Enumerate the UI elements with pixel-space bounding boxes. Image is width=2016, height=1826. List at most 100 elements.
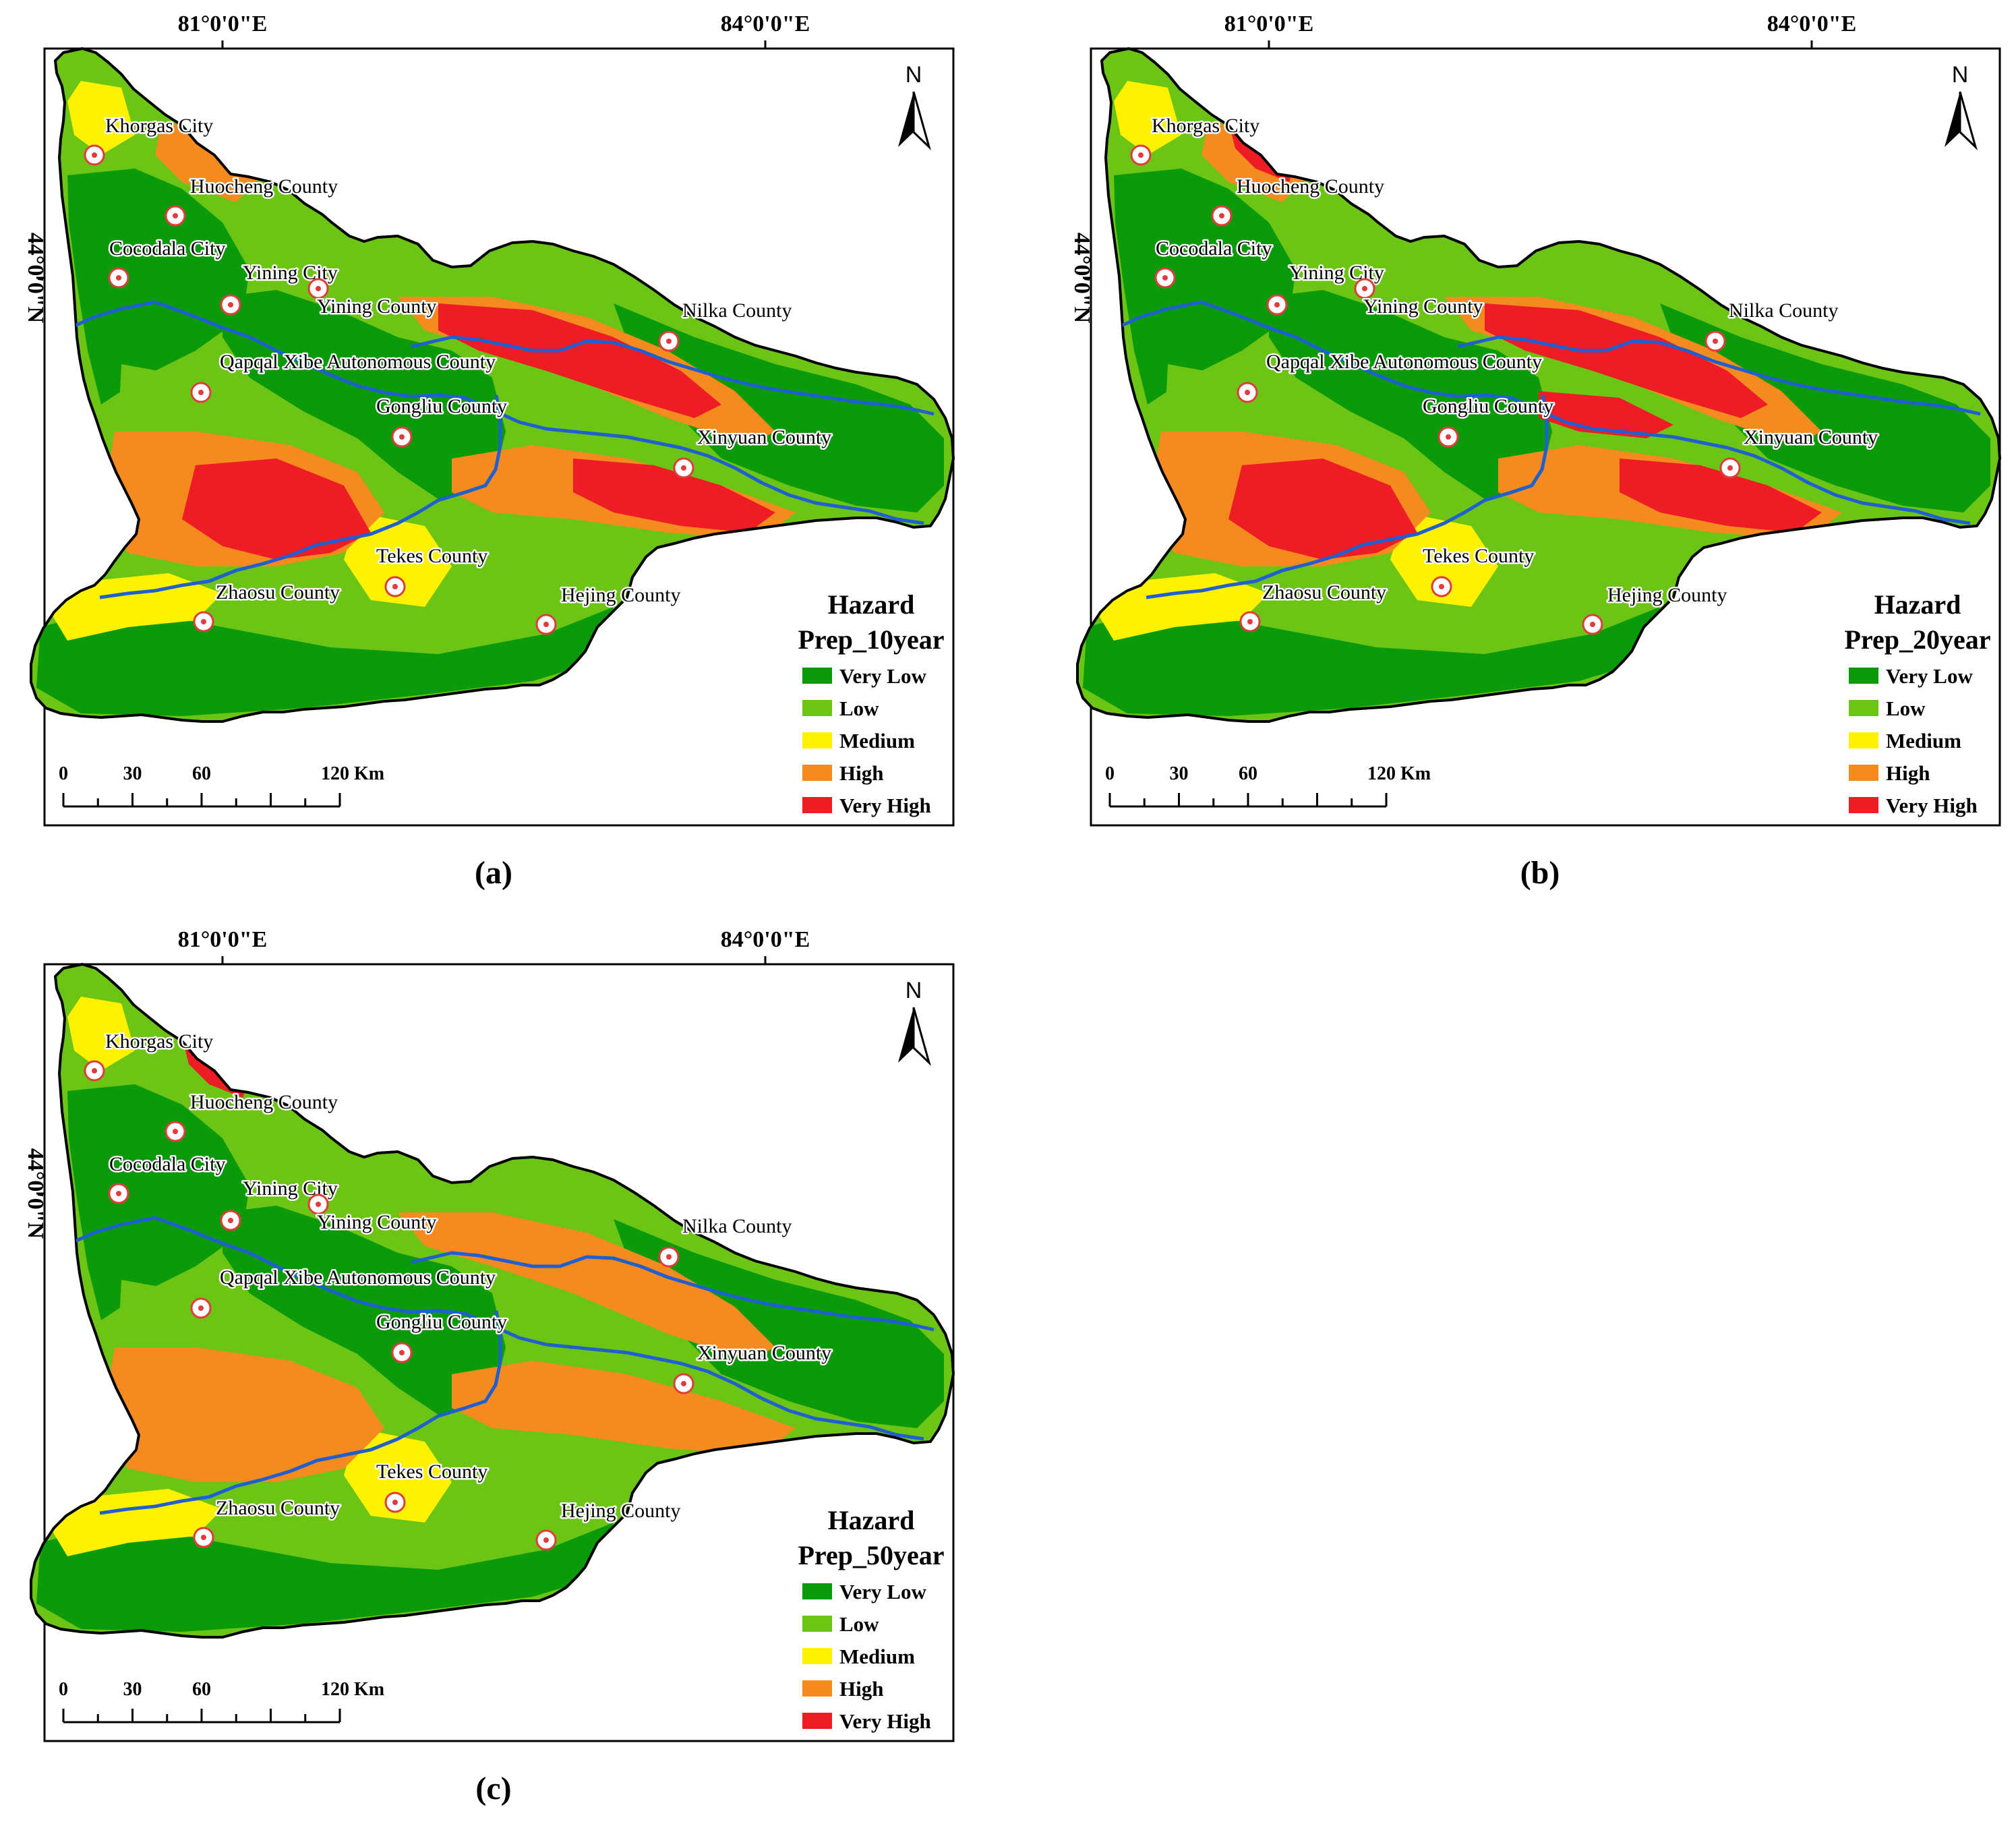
place-marker — [1431, 576, 1452, 597]
place-label: Huocheng County — [190, 175, 338, 198]
river-line — [411, 1251, 935, 1332]
place-marker — [307, 278, 329, 299]
place-marker — [1582, 614, 1603, 635]
hazard-zone-Low — [1505, 526, 1714, 607]
legend-label: Medium — [1886, 729, 1961, 753]
legend-swatch — [1849, 732, 1878, 748]
legend-label: Very High — [1886, 794, 1978, 817]
hazard-zone-VeryLow — [36, 607, 614, 716]
river-line — [66, 1216, 924, 1441]
legend-swatch — [1849, 765, 1878, 781]
legend-label: Very Low — [839, 1580, 926, 1603]
river-line — [1113, 300, 1971, 525]
legend-label: Very High — [839, 794, 931, 817]
place-marker — [535, 614, 557, 635]
longitude-label: 84°0'0"E — [721, 927, 810, 952]
place-label: Yining County — [1363, 295, 1483, 318]
svg-text:N: N — [1952, 62, 1969, 88]
hazard-zone-Medium — [1094, 573, 1269, 641]
place-marker — [658, 330, 680, 352]
longitude-label: 81°0'0"E — [1224, 11, 1314, 36]
legend-label: High — [839, 761, 883, 785]
place-label: Khorgas City — [105, 115, 213, 137]
hazard-zones — [36, 81, 944, 716]
place-label: Khorgas City — [1152, 115, 1259, 137]
place-marker — [1354, 278, 1375, 299]
hazard-zone-Medium — [1114, 81, 1181, 155]
place-label: Xinyuan County — [697, 1342, 831, 1364]
place-marker — [391, 426, 413, 448]
river-line — [99, 394, 502, 599]
place-marker — [1437, 426, 1459, 448]
place-label: Tekes County — [376, 545, 487, 567]
latitude-label: 44°0'0"N — [23, 1148, 48, 1239]
place-marker — [384, 576, 406, 597]
legend: Hazard Prep_20year Very Low Low Medium High Ve… — [1845, 589, 1991, 817]
hazard-zone-VeryLow — [1269, 290, 1552, 499]
legend-title: Hazard — [828, 589, 915, 620]
hazard-zone-VeryLow — [1114, 169, 1296, 405]
place-marker — [673, 1373, 694, 1394]
place-label: Hejing County — [561, 1500, 681, 1522]
hazard-zone-VeryHigh — [1485, 303, 1768, 418]
place-label: Yining County — [317, 1211, 437, 1233]
hazard-zone-High — [155, 121, 263, 202]
hazard-zone-Medium — [47, 1489, 223, 1556]
hazard-zone-VeryLow — [614, 1219, 944, 1428]
panel-label: (b) — [1520, 855, 1560, 891]
hazard-zone-High — [452, 1361, 796, 1455]
svg-text:N: N — [906, 62, 922, 88]
place-label: Tekes County — [376, 1461, 487, 1483]
scale-label: 120 Km — [1367, 763, 1431, 784]
place-marker — [193, 1527, 214, 1548]
legend-subtitle: Prep_50year — [798, 1540, 945, 1570]
legend-label: Low — [839, 697, 879, 720]
place-label: Nilka County — [682, 1215, 792, 1237]
place-marker — [220, 294, 241, 316]
hazard-zone-VeryLow — [1083, 607, 1660, 716]
legend: Hazard Prep_10year Very Low Low Medium High Ve… — [798, 589, 945, 817]
north-arrow-icon: N — [898, 62, 931, 150]
north-arrow-icon: N — [1945, 62, 1978, 150]
place-marker — [673, 457, 694, 479]
place-marker — [307, 1194, 329, 1215]
place-marker — [1239, 611, 1261, 632]
region-border — [30, 47, 955, 723]
place-label: Hejing County — [561, 584, 681, 606]
legend-title: Hazard — [828, 1505, 915, 1535]
legend-swatch — [802, 668, 832, 684]
legend-label: Very High — [839, 1709, 931, 1733]
legend-swatch — [802, 1680, 832, 1697]
scale-label: 60 — [1239, 763, 1257, 784]
place-marker — [108, 267, 129, 289]
place-marker — [84, 1060, 105, 1082]
river-line — [1457, 335, 1981, 416]
region-border — [30, 962, 955, 1639]
place-marker — [190, 382, 212, 403]
longitude-label: 84°0'0"E — [721, 11, 810, 36]
place-label: Xinyuan County — [697, 426, 831, 448]
scale-label: 60 — [192, 763, 211, 784]
place-marker — [1154, 267, 1176, 289]
place-label: Cocodala City — [109, 1153, 225, 1175]
place-marker — [1211, 205, 1233, 227]
place-marker — [1266, 294, 1288, 316]
legend-swatch — [1849, 668, 1878, 684]
hazard-zone-Medium — [67, 81, 135, 155]
place-label: Nilka County — [1729, 299, 1839, 322]
legend-swatch — [802, 700, 832, 716]
hazard-zone-VeryHigh — [573, 459, 775, 533]
place-label: Qapqal Xibe Autonomous County — [220, 351, 496, 373]
legend-label: Medium — [839, 1645, 915, 1668]
scale-label: 0 — [59, 1679, 68, 1700]
scale-bar: 0 30 60 120 Km — [59, 763, 384, 808]
place-label: Huocheng County — [1237, 175, 1384, 198]
legend-swatch — [1849, 797, 1878, 813]
place-label: Yining County — [317, 295, 437, 318]
place-marker — [1704, 330, 1726, 352]
latitude-label: 44°0'0"N — [1069, 233, 1094, 324]
place-label: Cocodala City — [1156, 237, 1272, 260]
scale-label: 0 — [1105, 763, 1115, 784]
hazard-zone-High — [101, 1347, 384, 1482]
place-label: Gongliu County — [376, 1311, 507, 1333]
